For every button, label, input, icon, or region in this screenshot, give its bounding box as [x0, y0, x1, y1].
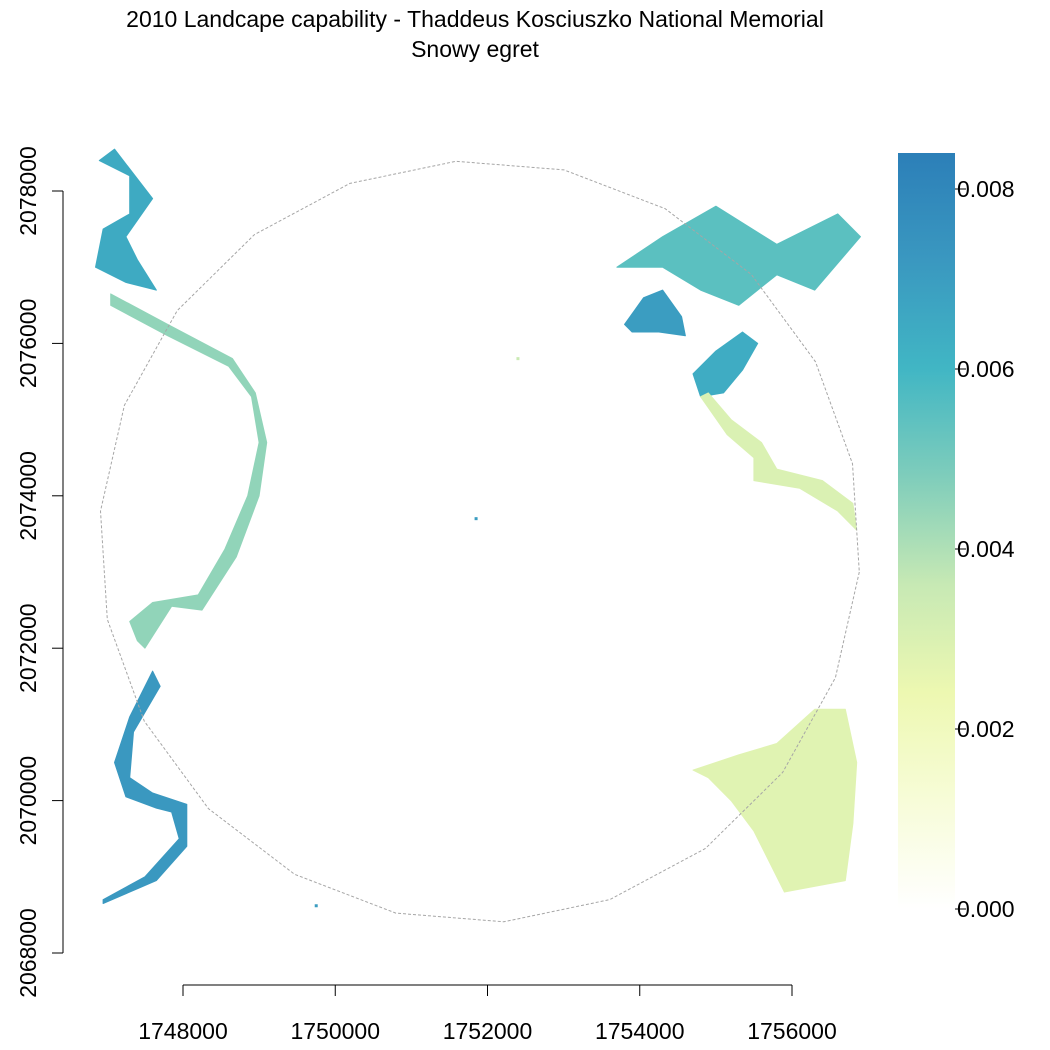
boundary-outline: [99, 160, 860, 923]
x-tick-label: 1750000: [290, 1018, 380, 1044]
habitat-spot: [314, 904, 318, 908]
region-east-stream: [700, 392, 858, 531]
map-subtitle: Snowy egret: [411, 36, 539, 62]
y-tick-label: 2078000: [15, 146, 41, 236]
habitat-spots: [314, 357, 520, 908]
legend-tick-label: 0.004: [957, 536, 1015, 562]
y-tick-label: 2074000: [15, 451, 41, 541]
legend-tick-label: 0.000: [957, 896, 1015, 922]
y-axis: 2068000 2070000 2072000 2074000 2076000 20780…: [15, 146, 64, 998]
region-northeast-pond: [624, 289, 686, 337]
study-boundary: [99, 160, 860, 923]
habitat-regions: [95, 148, 861, 904]
legend-tick-label: 0.002: [957, 716, 1015, 742]
y-tick-label: 2070000: [15, 756, 41, 846]
region-west-river-upper: [110, 293, 268, 649]
map-title: 2010 Landcape capability - Thaddeus Kosc…: [126, 6, 824, 32]
x-tick-label: 1756000: [747, 1018, 837, 1044]
y-tick-label: 2076000: [15, 299, 41, 389]
habitat-spot: [474, 517, 478, 521]
region-southeast-wetlands: [692, 708, 858, 893]
x-axis: 1748000 1750000 1752000 1754000 1756000: [138, 984, 837, 1044]
y-tick-label: 2072000: [15, 603, 41, 693]
region-west-river-lower: [102, 670, 188, 904]
region-northeast-wetlands: [616, 205, 861, 306]
region-west-patches-top: [95, 148, 157, 291]
x-tick-label: 1748000: [138, 1018, 228, 1044]
legend-tick-label: 0.008: [957, 176, 1015, 202]
y-tick-label: 2068000: [15, 908, 41, 998]
x-tick-label: 1754000: [595, 1018, 685, 1044]
legend-colorbar: [898, 153, 955, 909]
color-legend: 0.000 0.002 0.004 0.006 0.008: [898, 153, 1015, 922]
region-east-pond: [692, 331, 759, 398]
habitat-spot: [516, 357, 520, 361]
legend-tick-label: 0.006: [957, 356, 1015, 382]
x-tick-label: 1752000: [443, 1018, 533, 1044]
